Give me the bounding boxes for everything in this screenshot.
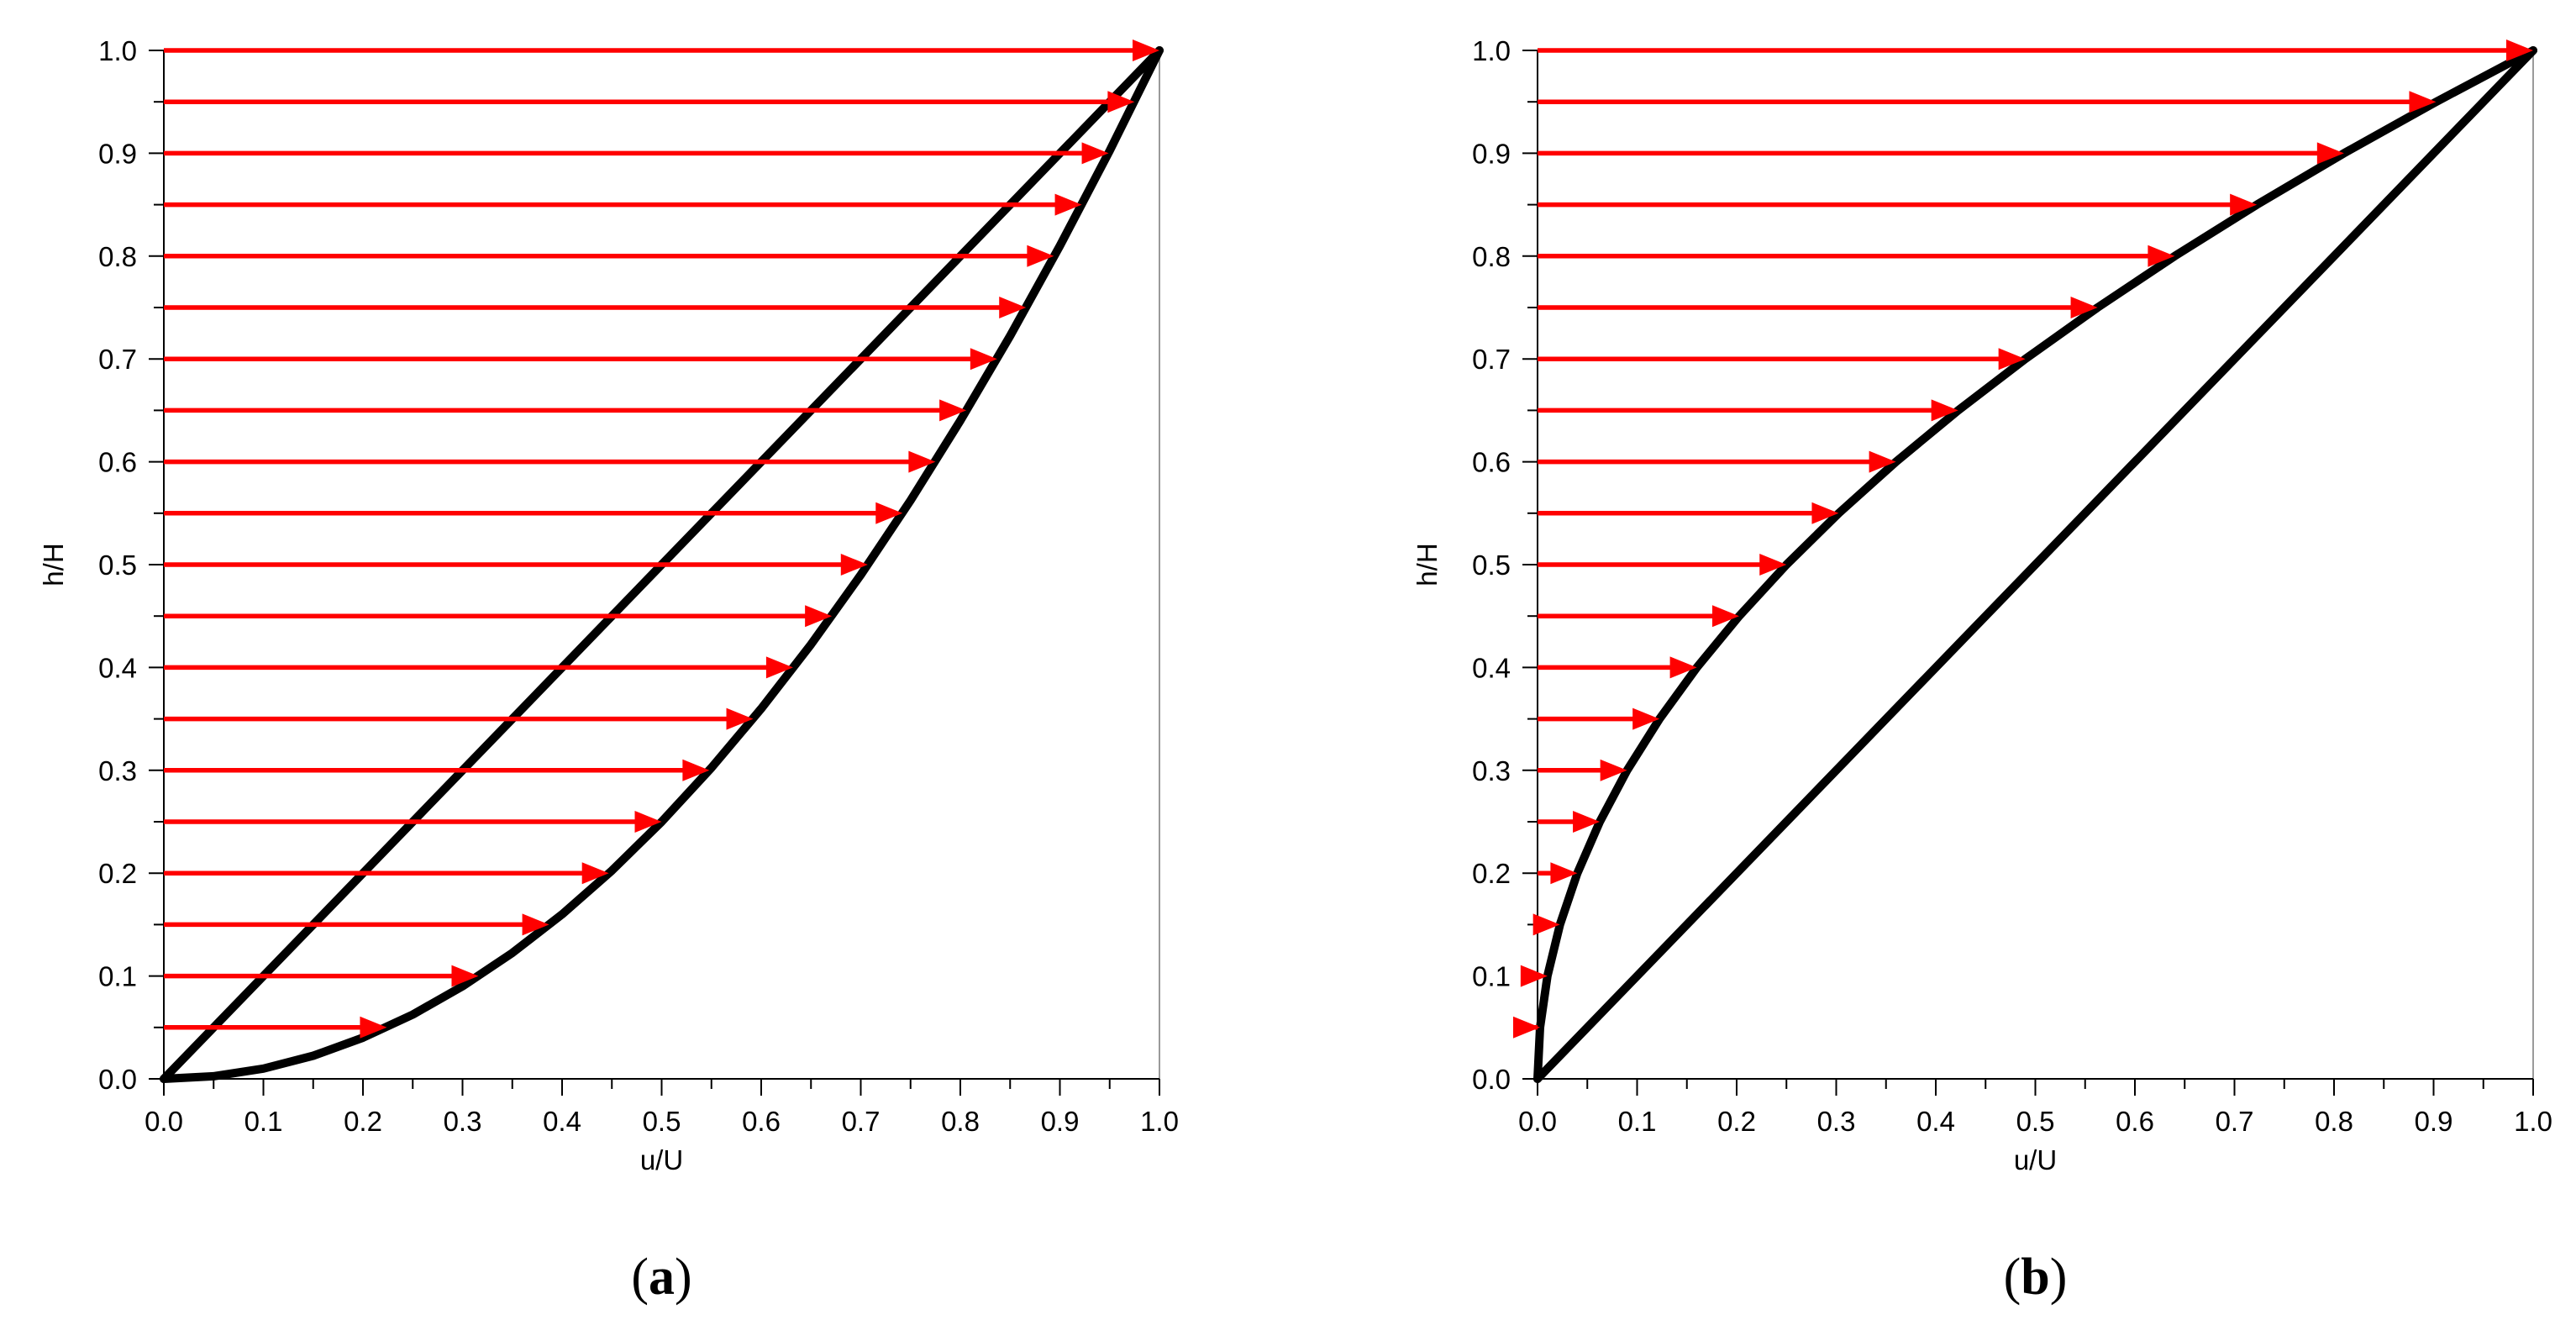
x-tick-label: 0.8: [941, 1106, 980, 1137]
x-tick-label: 0.3: [1817, 1106, 1856, 1137]
velocity-arrow-head: [1107, 91, 1135, 113]
panel-label: a: [649, 1249, 675, 1306]
velocity-arrow-head: [1520, 965, 1548, 987]
velocity-arrow-head: [1632, 707, 1660, 730]
x-tick-label: 0.9: [2415, 1106, 2453, 1137]
y-tick-label: 0.4: [1472, 652, 1511, 683]
velocity-arrow-head: [875, 502, 903, 524]
x-tick-label: 0.1: [1618, 1106, 1657, 1137]
y-axis-title: h/H: [1412, 543, 1443, 586]
x-axis-title: u/U: [2014, 1144, 2057, 1175]
velocity-arrow-head: [1054, 193, 1082, 216]
y-tick-label: 0.5: [1472, 550, 1511, 581]
panel-caption: (b): [2004, 1249, 2068, 1306]
velocity-arrow-head: [1869, 450, 1896, 473]
panel-caption: (a): [631, 1249, 691, 1306]
velocity-arrow-head: [1573, 811, 1601, 833]
profile-curve-0: [1533, 46, 2537, 1083]
velocity-arrow-head: [1811, 502, 1839, 524]
x-tick-label: 0.2: [1717, 1106, 1756, 1137]
velocity-arrow-head: [726, 707, 754, 730]
velocity-arrow-head: [2070, 297, 2098, 318]
velocity-arrow-head: [1512, 1016, 1540, 1039]
x-tick-label: 0.1: [244, 1106, 283, 1137]
chart-a: 0.0 0.1 0.2 0.3 0.4 0.5 0.6 0.7 0.8 0.9 1.0 0.0 0.1 0…: [38, 35, 1179, 1306]
panel-a: 0.0 0.1 0.2 0.3 0.4 0.5 0.6 0.7 0.8 0.9 1.0 0.0 0.1 0…: [0, 0, 1210, 1320]
y-tick-label: 0.1: [1472, 961, 1511, 992]
y-tick-label: 0.8: [1472, 241, 1511, 272]
x-tick-label: 0.7: [2216, 1106, 2254, 1137]
velocity-arrow-head: [2409, 91, 2437, 113]
velocity-arrow-head: [682, 759, 710, 781]
velocity-arrow-head: [2316, 142, 2344, 165]
velocity-arrow-head: [805, 605, 833, 628]
panel-label: b: [2021, 1249, 2049, 1306]
velocity-arrow-head: [939, 399, 967, 422]
x-tick-label: 1.0: [2514, 1106, 2552, 1137]
velocity-arrow-head: [1133, 39, 1159, 61]
x-tick-label: 0.8: [2315, 1106, 2353, 1137]
y-tick-label: 0.0: [1472, 1064, 1511, 1095]
y-tick-label: 0.6: [1472, 447, 1511, 478]
x-tick-label: 0.9: [1041, 1106, 1080, 1137]
y-tick-label: 0.2: [1472, 858, 1511, 889]
velocity-arrow-head: [1532, 913, 1560, 936]
velocity-arrow-head: [1081, 142, 1109, 165]
x-tick-label: 0.7: [842, 1106, 881, 1137]
velocity-arrow-head: [2148, 245, 2175, 267]
velocity-arrow-head: [999, 297, 1027, 318]
velocity-arrow-head: [634, 811, 662, 833]
y-tick-label: 0.3: [1472, 755, 1511, 786]
velocity-arrow-head: [2506, 39, 2533, 61]
x-tick-label: 0.3: [444, 1106, 482, 1137]
y-tick-label: 1.0: [1472, 35, 1511, 66]
velocity-arrow-head: [2230, 193, 2258, 216]
y-tick-label: 0.3: [98, 755, 137, 786]
x-tick-label: 0.4: [543, 1106, 581, 1137]
y-tick-label: 0.4: [98, 652, 137, 683]
velocity-arrow-head: [1027, 245, 1054, 267]
panel-b: 0.0 0.1 0.2 0.3 0.4 0.5 0.6 0.7 0.8 0.9 1.0 0.0 0.1 0…: [1378, 0, 2576, 1320]
x-axis-title: u/U: [640, 1144, 683, 1175]
velocity-arrow-head: [1759, 554, 1787, 576]
y-tick-label: 0.0: [98, 1064, 137, 1095]
velocity-arrow-head: [908, 450, 936, 473]
velocity-arrow-head: [451, 965, 479, 987]
velocity-arrow-head: [1711, 605, 1739, 628]
y-tick-label: 0.6: [98, 447, 137, 478]
x-tick-label: 0.6: [2116, 1106, 2154, 1137]
velocity-arrow-head: [360, 1016, 387, 1039]
y-tick-label: 1.0: [98, 35, 137, 66]
x-tick-label: 0.5: [643, 1106, 681, 1137]
x-tick-label: 0.6: [742, 1106, 781, 1137]
x-tick-label: 0.2: [344, 1106, 382, 1137]
x-tick-label: 0.5: [2016, 1106, 2055, 1137]
velocity-arrow-head: [1550, 862, 1578, 885]
velocity-arrow-head: [765, 656, 793, 679]
chart-b: 0.0 0.1 0.2 0.3 0.4 0.5 0.6 0.7 0.8 0.9 1.0 0.0 0.1 0…: [1412, 35, 2552, 1306]
y-tick-label: 0.2: [98, 858, 137, 889]
y-tick-label: 0.7: [98, 344, 137, 375]
velocity-arrow-head: [522, 913, 549, 936]
x-tick-label: 0.4: [1916, 1106, 1955, 1137]
y-tick-label: 0.1: [98, 961, 137, 992]
x-tick-label: 1.0: [1140, 1106, 1179, 1137]
velocity-arrow-head: [1931, 399, 1958, 422]
x-tick-label: 0.0: [1518, 1106, 1557, 1137]
profile-curve-1: [1533, 46, 2537, 1083]
velocity-arrow-head: [840, 554, 868, 576]
velocity-arrow-head: [1600, 759, 1627, 781]
y-tick-label: 0.9: [1472, 138, 1511, 169]
velocity-arrow-head: [1998, 348, 2026, 371]
velocity-arrow-head: [970, 348, 997, 371]
y-tick-label: 0.7: [1472, 344, 1511, 375]
y-tick-label: 0.9: [98, 138, 137, 169]
x-tick-label: 0.0: [145, 1106, 183, 1137]
velocity-arrow-head: [1669, 656, 1697, 679]
y-tick-label: 0.8: [98, 241, 137, 272]
y-axis-title: h/H: [38, 543, 69, 586]
velocity-arrow-head: [581, 862, 609, 885]
y-tick-label: 0.5: [98, 550, 137, 581]
